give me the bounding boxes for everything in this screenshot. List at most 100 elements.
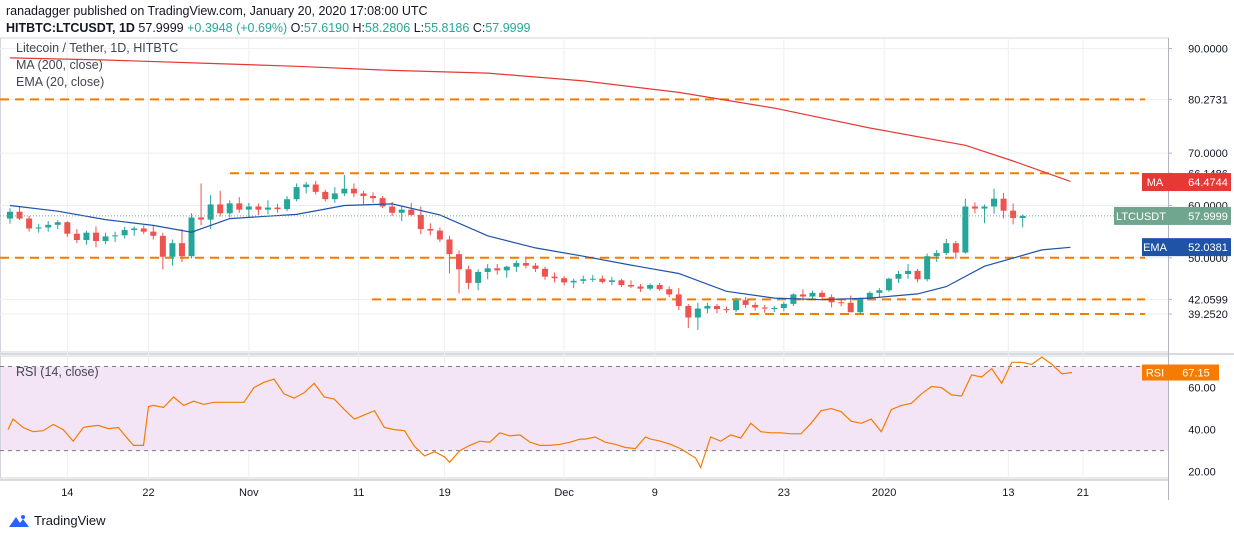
candle-body: [1010, 210, 1017, 219]
candle-body: [140, 228, 147, 232]
time-tick-label: 9: [652, 487, 658, 499]
candle-body: [198, 217, 205, 220]
candle-body: [274, 207, 281, 210]
candle-body: [532, 265, 539, 269]
candle-body: [771, 308, 778, 310]
low-value: 55.8186: [424, 21, 470, 35]
high-value: 58.2806: [365, 21, 411, 35]
open-value: 57.6190: [303, 21, 350, 35]
candle-body: [456, 254, 463, 270]
candle-body: [599, 278, 606, 282]
candle-body: [991, 198, 998, 207]
candle-body: [713, 305, 720, 310]
rsi-legend: RSI (14, close): [16, 365, 99, 379]
high-label: H:: [352, 21, 366, 35]
open-label: O:: [290, 21, 304, 35]
candle-body: [121, 230, 128, 236]
candle-body: [112, 235, 119, 237]
candle-body: [895, 274, 902, 279]
symbol-label: HITBTC:LTCUSDT, 1D: [6, 21, 135, 35]
ema-legend: EMA (20, close): [16, 75, 105, 89]
candle-body: [350, 188, 357, 194]
rsi-axis-tag-label: 67.15: [1182, 368, 1210, 380]
candle-body: [64, 222, 71, 234]
candle-body: [522, 263, 529, 266]
candle-body: [217, 204, 224, 214]
ma200-line: [9, 57, 1071, 182]
rsi-line: [7, 356, 1073, 470]
candle-body: [408, 209, 415, 215]
candle-body: [436, 230, 443, 240]
candle-body: [618, 280, 625, 286]
candle-body: [102, 236, 109, 242]
candle-body: [7, 211, 13, 219]
candle-body: [92, 232, 99, 242]
candle-body: [570, 280, 577, 283]
ma-legend: MA (200, close): [16, 58, 103, 72]
rsi-tag: [1142, 364, 1169, 381]
price-tick-label: 80.2731: [1188, 94, 1228, 106]
publish-info: ranadagger published on TradingView.com,…: [6, 4, 428, 18]
rsi-band: [1, 366, 1168, 451]
symbol-tag-label: LTCUSDT: [1116, 211, 1166, 223]
rsi-tag-label: RSI: [1146, 368, 1164, 380]
candle-body: [799, 294, 806, 297]
candle-body: [857, 298, 864, 313]
axis-value-tag-label: 64.4744: [1188, 177, 1228, 189]
candle-body: [723, 309, 730, 311]
candle-body: [685, 305, 692, 318]
candle-body: [962, 206, 969, 253]
candle-body: [427, 229, 434, 231]
candle-body: [952, 243, 959, 253]
candle-body: [943, 243, 950, 254]
tradingview-brand[interactable]: TradingView: [8, 513, 106, 528]
candle-body: [73, 233, 80, 241]
candle-body: [656, 285, 663, 290]
tradingview-logo-icon: [9, 514, 29, 527]
rsi-tick-label: 40.00: [1188, 425, 1216, 437]
candle-body: [809, 292, 816, 297]
candle-body: [627, 285, 634, 287]
candle-body: [131, 228, 138, 231]
candle-body: [150, 231, 157, 236]
candle-body: [465, 269, 472, 283]
rsi-tick-label: 20.00: [1188, 467, 1216, 479]
candle-body: [360, 193, 367, 197]
candle-body: [484, 268, 491, 272]
candle-body: [694, 308, 701, 318]
price-tick-label: 90.0000: [1188, 43, 1228, 55]
candle-body: [236, 203, 243, 210]
candle-body: [637, 286, 644, 289]
candle-body: [83, 232, 90, 241]
brand-name: TradingView: [34, 513, 106, 528]
price-tick-label: 70.0000: [1188, 148, 1228, 160]
pair-legend: Litecoin / Tether, 1D, HITBTC: [16, 41, 179, 55]
candle-body: [264, 207, 271, 210]
candle-body: [255, 206, 262, 210]
candle-body: [169, 243, 176, 257]
candle-body: [379, 198, 386, 207]
candle-body: [819, 292, 826, 298]
candle-body: [503, 266, 510, 271]
symbol-tag: [1114, 206, 1169, 225]
candle-body: [580, 279, 587, 281]
rsi-axis-tag: [1169, 364, 1219, 381]
time-tick-label: 2020: [872, 487, 896, 499]
candle-body: [331, 193, 338, 200]
candle-body: [666, 289, 673, 295]
candle-body: [494, 268, 501, 271]
axis-value-tag: [1169, 173, 1231, 192]
candle-body: [159, 235, 166, 257]
candle-body: [207, 204, 214, 220]
time-tick-label: 21: [1077, 487, 1089, 499]
axis-value-tag: [1169, 238, 1231, 257]
candle-body: [370, 196, 377, 199]
candle-body: [54, 222, 61, 225]
time-tick-label: 11: [353, 487, 364, 499]
rsi-tick-label: 60.00: [1188, 383, 1216, 395]
axis-value-tag-label: 57.9999: [1188, 211, 1228, 223]
candle-body: [971, 206, 978, 209]
candle-body: [284, 199, 291, 210]
candle-body: [647, 285, 654, 289]
